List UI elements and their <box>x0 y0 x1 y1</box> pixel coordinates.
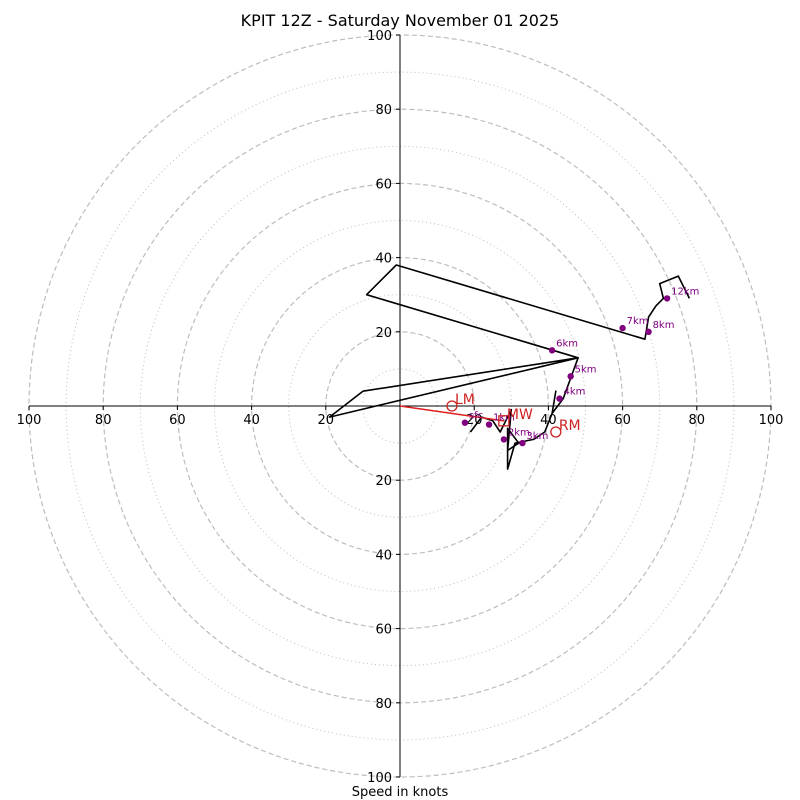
height-label-1km: 1km <box>493 413 515 424</box>
motion-label-RM: RM <box>559 418 581 434</box>
tick-label-left: 100 <box>17 413 42 428</box>
x-axis-label: Speed in knots <box>352 785 449 800</box>
height-marker-4km <box>556 395 563 402</box>
height-marker-12km <box>663 295 671 302</box>
motion-label-MW: MW <box>507 407 533 423</box>
height-marker-3km <box>519 439 526 447</box>
tick-label-bottom: 20 <box>375 474 392 489</box>
tick-label-right: 80 <box>689 413 706 428</box>
height-marker-8km <box>645 328 652 335</box>
height-label-sfc: sfc <box>469 411 483 422</box>
wind-trace <box>328 264 691 470</box>
tick-label-bottom: 60 <box>375 623 392 638</box>
height-label-5km: 5km <box>575 364 597 375</box>
tick-label-left: 60 <box>169 413 186 428</box>
height-marker-2km <box>500 436 508 443</box>
height-label-3km: 3km <box>526 431 548 442</box>
height-label-8km: 8km <box>653 320 675 331</box>
height-marker-1km <box>485 421 493 428</box>
tick-label-bottom: 80 <box>375 697 392 712</box>
shear-vector <box>399 405 504 422</box>
tick-label-top: 60 <box>375 177 392 192</box>
motion-marker-LM <box>446 400 458 412</box>
tick-label-bottom: 100 <box>367 771 392 786</box>
height-label-4km: 4km <box>564 387 586 398</box>
wind-trace-line <box>328 264 691 470</box>
height-marker-6km <box>548 347 556 354</box>
height-label-7km: 7km <box>627 316 649 327</box>
height-label-6km: 6km <box>556 338 578 349</box>
tick-label-right: 40 <box>540 413 557 428</box>
height-marker-5km <box>567 373 574 380</box>
tick-label-top: 80 <box>375 103 392 118</box>
shear-vector-group <box>399 405 504 422</box>
tick-label-bottom: 40 <box>375 548 392 563</box>
chart-title: KPIT 12Z - Saturday November 01 2025 <box>241 11 560 30</box>
tick-label-top: 40 <box>375 252 392 267</box>
motion-marker-RM <box>550 426 562 438</box>
tick-label-left: 40 <box>243 413 260 428</box>
tick-label-left: 80 <box>95 413 112 428</box>
motion-marker-MW <box>498 415 510 427</box>
height-label-2km: 2km <box>508 427 530 438</box>
height-label-12km: 12km <box>671 286 699 297</box>
tick-label-right: 60 <box>614 413 631 428</box>
storm-motion-markers: LM RM MW <box>446 392 581 438</box>
motion-label-LM: LM <box>455 392 475 408</box>
tick-label-right: 100 <box>759 413 784 428</box>
height-marker-7km <box>619 324 626 332</box>
tick-label-top: 100 <box>367 29 392 44</box>
tick-label-top: 20 <box>375 326 392 341</box>
height-marker-sfc <box>461 419 469 426</box>
